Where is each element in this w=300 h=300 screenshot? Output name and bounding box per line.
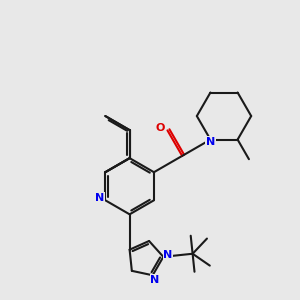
Text: N: N xyxy=(206,137,215,147)
Text: N: N xyxy=(150,275,160,285)
Text: N: N xyxy=(163,250,172,260)
Text: N: N xyxy=(95,193,104,203)
Text: O: O xyxy=(156,123,165,133)
